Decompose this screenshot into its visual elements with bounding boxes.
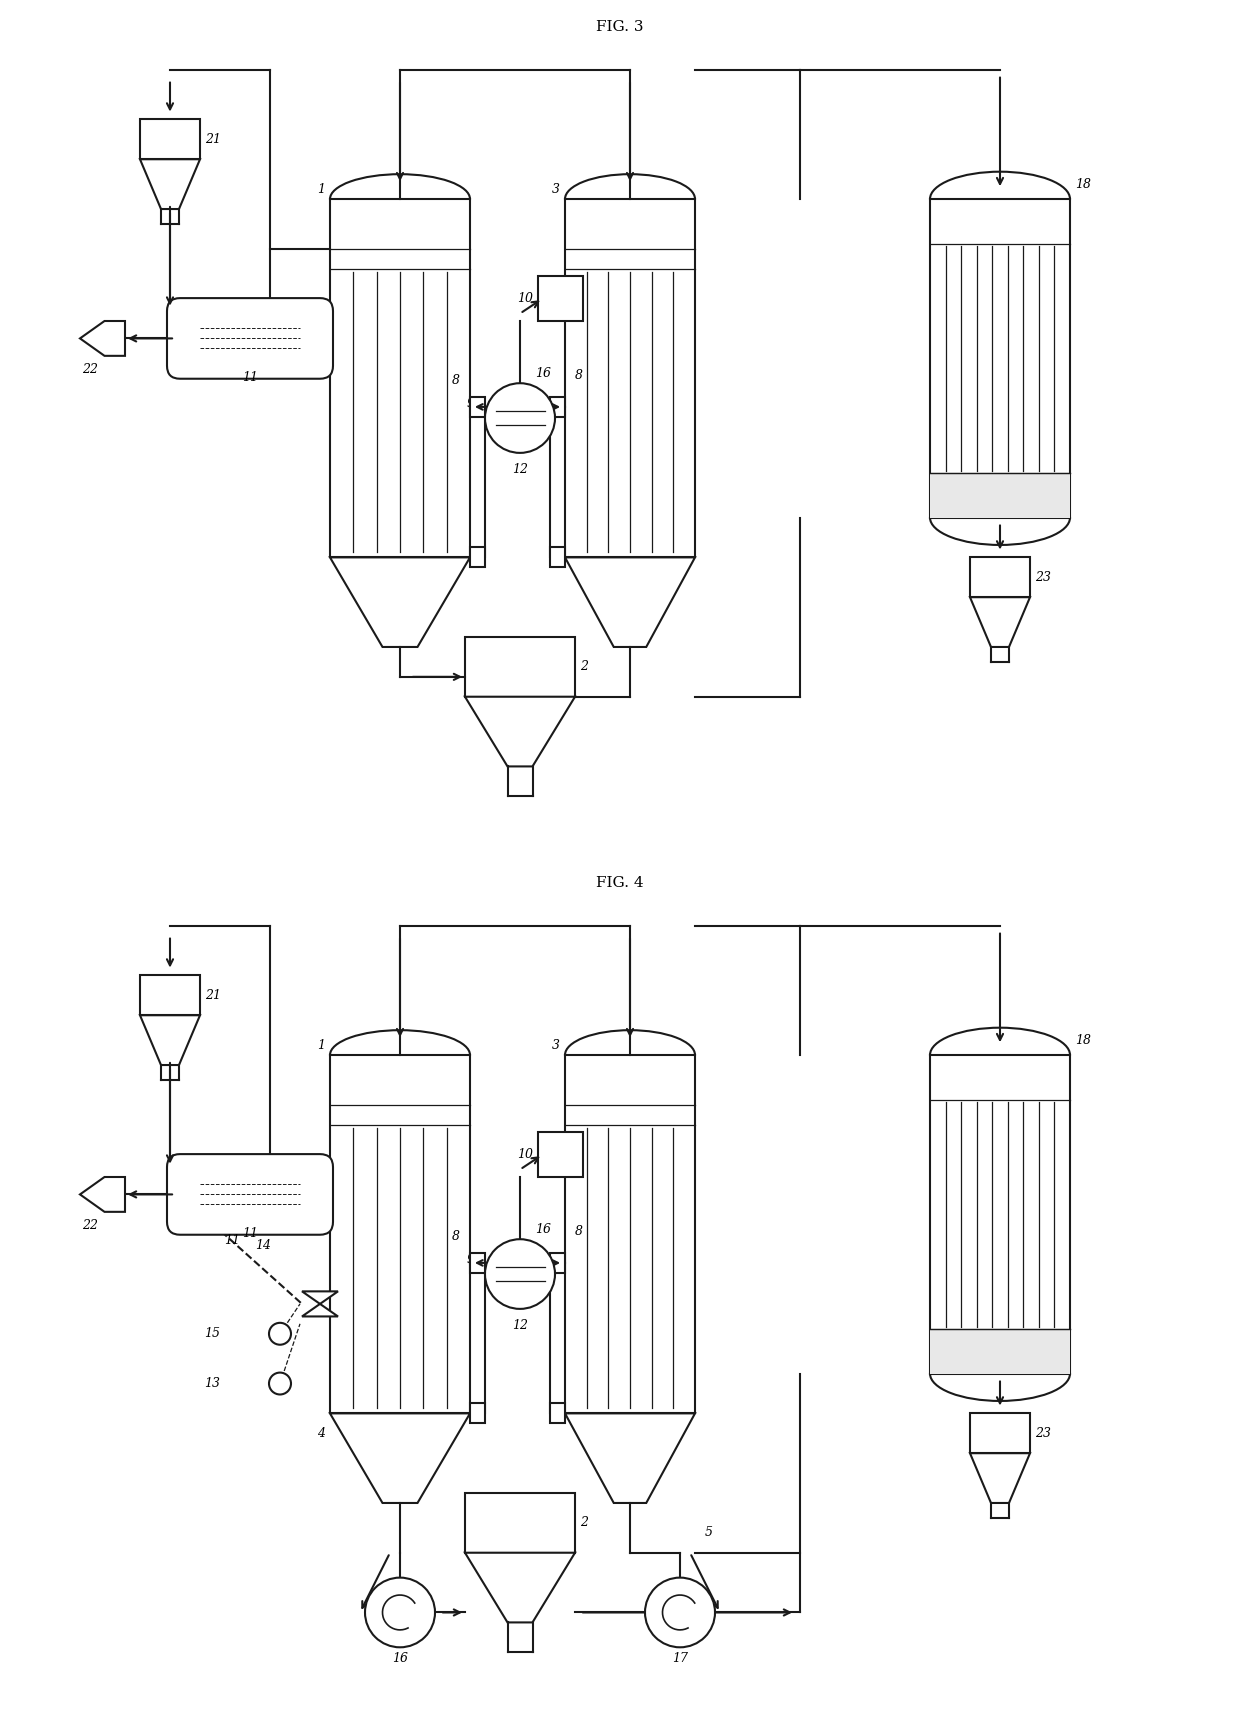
Circle shape [485,383,556,454]
Polygon shape [565,558,694,647]
Polygon shape [465,697,575,767]
Bar [470,1253,485,1272]
Text: 21: 21 [205,990,221,1002]
Text: 16: 16 [534,366,551,380]
Text: 5: 5 [706,1527,713,1539]
Polygon shape [303,1305,339,1317]
Polygon shape [140,1015,200,1065]
Bar [470,397,485,416]
Bar [140,976,200,1015]
Text: 17: 17 [672,1652,688,1666]
Text: 23: 23 [1035,570,1052,584]
Bar [551,1253,565,1272]
Polygon shape [140,159,200,209]
Bar [930,473,1070,517]
Bar [537,276,583,322]
Text: 3: 3 [552,183,560,197]
Text: 18: 18 [1075,1034,1091,1048]
Text: 11: 11 [242,372,258,383]
Text: 22: 22 [82,1219,98,1233]
Polygon shape [81,322,125,356]
FancyBboxPatch shape [167,1154,334,1234]
Text: 1: 1 [317,1039,325,1053]
Text: 14: 14 [255,1239,272,1251]
Bar [930,1329,1070,1373]
Polygon shape [330,558,470,647]
Text: 2: 2 [580,661,588,673]
Text: 10: 10 [517,1149,533,1161]
Polygon shape [970,597,1030,647]
Bar [551,1404,565,1423]
Circle shape [485,1239,556,1310]
Text: 22: 22 [82,363,98,377]
Circle shape [269,1373,291,1395]
Text: 3: 3 [552,1039,560,1053]
Circle shape [269,1323,291,1344]
Text: 23: 23 [1035,1426,1052,1440]
Bar [970,558,1030,597]
Text: 1: 1 [317,183,325,197]
Polygon shape [465,1553,575,1623]
Bar [537,1132,583,1178]
Text: FIG. 4: FIG. 4 [596,877,644,890]
Bar [140,120,200,159]
Bar [551,548,565,567]
Text: 10: 10 [517,293,533,305]
Text: 12: 12 [512,1318,528,1332]
Bar [970,1414,1030,1453]
Text: 9: 9 [467,1253,475,1265]
Text: 16: 16 [392,1652,408,1666]
Text: 12: 12 [512,462,528,476]
Text: 8: 8 [453,1229,460,1243]
Polygon shape [565,1414,694,1503]
Text: 8: 8 [575,370,583,382]
Text: 9: 9 [467,397,475,409]
Text: 8: 8 [575,1226,583,1238]
Polygon shape [970,1453,1030,1503]
Bar [470,1404,485,1423]
Circle shape [365,1578,435,1647]
Polygon shape [303,1291,339,1305]
Text: 11: 11 [242,1228,258,1239]
Bar [465,1493,575,1553]
Text: 18: 18 [1075,178,1091,192]
Text: 11: 11 [224,1234,241,1248]
FancyBboxPatch shape [167,298,334,378]
Bar [465,637,575,697]
Text: 4: 4 [317,1426,325,1440]
Text: 8: 8 [453,373,460,387]
Polygon shape [330,1414,470,1503]
Polygon shape [81,1178,125,1212]
Bar [470,548,485,567]
Text: 16: 16 [534,1222,551,1236]
Circle shape [645,1578,715,1647]
Text: 15: 15 [205,1327,219,1340]
Text: 13: 13 [205,1376,219,1390]
Text: 21: 21 [205,134,221,146]
Text: 2: 2 [580,1517,588,1529]
Text: FIG. 3: FIG. 3 [596,21,644,34]
Bar [551,397,565,416]
